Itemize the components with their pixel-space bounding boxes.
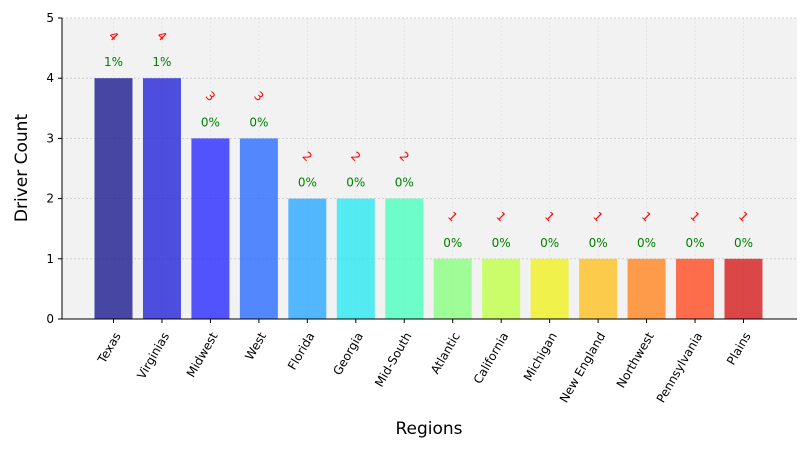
bar-pennsylvania: [676, 258, 715, 319]
y-axis-title: Driver Count: [12, 114, 32, 223]
x-tick-label: Atlantic: [428, 330, 463, 377]
x-tick-label: Florida: [285, 330, 318, 372]
percent-label: 0%: [589, 236, 608, 250]
x-tick-label: Midwest: [184, 330, 221, 380]
bar-mid-south: [385, 198, 424, 319]
x-tick-label: Pennsylvania: [654, 330, 706, 405]
x-tick-label: California: [471, 330, 512, 386]
x-tick-label: New England: [557, 330, 608, 405]
percent-label: 0%: [540, 236, 559, 250]
percent-label: 0%: [298, 176, 317, 190]
x-ticks: Texas Virginias Midwest West Florida Georgia M…: [95, 319, 754, 405]
bar-california: [482, 258, 521, 319]
bar-georgia: [336, 198, 375, 319]
bar-northwest: [627, 258, 666, 319]
bar-west: [239, 138, 278, 319]
y-tick-label: 0: [46, 312, 54, 326]
percent-label: 0%: [734, 236, 753, 250]
percent-label: 0%: [637, 236, 656, 250]
percent-label: 0%: [492, 236, 511, 250]
percent-label: 1%: [152, 55, 171, 69]
bar-virginias: [142, 78, 181, 319]
bar-atlantic: [433, 258, 472, 319]
percent-label: 0%: [685, 236, 704, 250]
y-ticks: 0 1 2 3 4 5: [46, 11, 62, 326]
axes: [61, 18, 797, 320]
plot-background: [62, 18, 797, 319]
bar-michigan: [530, 258, 569, 319]
percent-label: 0%: [395, 176, 414, 190]
x-tick-label: Virginias: [134, 330, 172, 382]
bar-new-england: [579, 258, 618, 319]
y-tick-label: 5: [46, 11, 54, 25]
bar-florida: [288, 198, 327, 319]
percent-label: 0%: [249, 115, 268, 129]
percent-label: 1%: [104, 55, 123, 69]
y-tick-label: 1: [46, 252, 54, 266]
bar-plains: [724, 258, 763, 319]
percent-label: 0%: [346, 176, 365, 190]
bars: [94, 78, 763, 319]
x-tick-label: Georgia: [330, 330, 366, 378]
x-tick-label: Plains: [724, 330, 754, 367]
x-tick-label: Michigan: [521, 330, 560, 384]
x-tick-label: Mid-South: [372, 330, 414, 389]
bar-midwest: [191, 138, 230, 319]
x-axis-title: Regions: [395, 419, 462, 439]
percent-label: 0%: [201, 115, 220, 129]
y-tick-label: 4: [46, 71, 54, 85]
y-tick-label: 2: [46, 192, 54, 206]
percent-label: 0%: [443, 236, 462, 250]
bar-texas: [94, 78, 133, 319]
x-tick-label: Northwest: [614, 330, 657, 391]
x-tick-label: West: [242, 330, 269, 363]
x-tick-label: Texas: [95, 330, 124, 367]
y-tick-label: 3: [46, 131, 54, 145]
